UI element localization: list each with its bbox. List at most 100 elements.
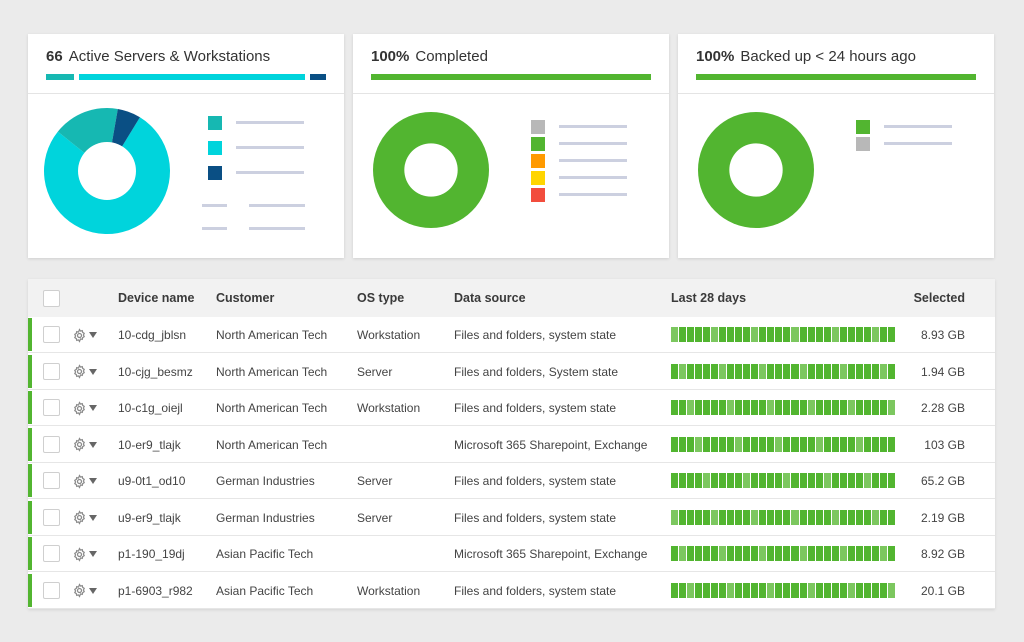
- history-day-cell: [831, 582, 839, 598]
- history-day-cell: [855, 363, 863, 379]
- selected-size-cell: 103 GB: [924, 437, 965, 452]
- row-checkbox[interactable]: [43, 545, 60, 562]
- history-day-cell: [767, 473, 775, 488]
- device-name-cell[interactable]: p1-6903_r982: [118, 583, 193, 598]
- history-day-cell: [855, 546, 863, 561]
- history-day-cell: [815, 327, 823, 342]
- data-source-cell: Microsoft 365 Sharepoint, Exchange: [454, 437, 648, 452]
- caret-down-icon: [89, 441, 97, 448]
- history-day-cell: [791, 473, 799, 488]
- legend-label-placeholder: [236, 121, 304, 124]
- history-day-cell: [783, 436, 791, 452]
- history-day-cell: [679, 582, 687, 598]
- row-actions-menu[interactable]: [72, 400, 102, 416]
- row-actions-menu[interactable]: [72, 327, 102, 343]
- row-actions-menu[interactable]: [72, 510, 102, 526]
- device-count: 66: [46, 48, 63, 65]
- table-row[interactable]: 10-c1g_oiejl North American Tech Worksta…: [28, 390, 995, 426]
- row-actions-menu[interactable]: [72, 473, 102, 489]
- row-actions-menu[interactable]: [72, 364, 102, 380]
- history-day-cell: [847, 363, 855, 379]
- row-checkbox[interactable]: [43, 326, 60, 343]
- device-name-cell[interactable]: p1-190_19dj: [118, 547, 185, 561]
- row-checkbox[interactable]: [43, 362, 60, 380]
- legend-item: [208, 139, 304, 156]
- gear-icon: [74, 510, 85, 525]
- row-actions-menu[interactable]: [72, 437, 102, 453]
- history-day-cell: [783, 327, 791, 342]
- device-name-cell[interactable]: 10-cjg_besmz: [118, 364, 193, 379]
- history-day-cell: [839, 582, 847, 598]
- device-name-cell[interactable]: 10-c1g_oiejl: [118, 401, 183, 415]
- completed-progress-bar: [371, 74, 651, 80]
- column-header-os-type[interactable]: OS type: [357, 291, 405, 305]
- legend-swatch: [208, 165, 222, 180]
- caret-down-icon: [89, 478, 97, 484]
- device-name-cell[interactable]: 10-cdg_jblsn: [118, 328, 187, 342]
- history-day-cell: [863, 546, 871, 561]
- history-day-cell: [783, 546, 791, 561]
- history-day-cell: [711, 582, 719, 598]
- column-header-device-name[interactable]: Device name: [118, 291, 195, 305]
- row-checkbox[interactable]: [43, 399, 60, 416]
- caret-down-icon: [89, 368, 97, 375]
- history-day-cell: [855, 327, 863, 342]
- history-day-cell: [759, 546, 767, 561]
- summary-card-backed-up: 100% Backed up < 24 hours ago: [678, 34, 994, 258]
- data-source-cell: Files and folders, system state: [454, 583, 617, 598]
- table-row[interactable]: u9-0t1_od10 German Industries Server Fil…: [28, 463, 995, 499]
- table-row[interactable]: u9-er9_tlajk German Industries Server Fi…: [28, 500, 995, 536]
- history-day-cell: [719, 327, 727, 342]
- history-day-cell: [671, 363, 679, 379]
- history-day-cell: [751, 327, 759, 342]
- customer-cell: North American Tech: [216, 328, 328, 342]
- status-indicator: [28, 427, 32, 461]
- device-name-cell[interactable]: u9-0t1_od10: [118, 474, 186, 488]
- legend-label-placeholder: [559, 125, 627, 128]
- column-header-selected[interactable]: Selected: [913, 291, 965, 305]
- row-checkbox[interactable]: [43, 581, 60, 599]
- device-name-cell[interactable]: u9-er9_tlajk: [118, 510, 181, 525]
- row-checkbox[interactable]: [43, 472, 60, 489]
- history-day-cell: [831, 363, 839, 379]
- table-row[interactable]: p1-190_19dj Asian Pacific Tech Microsoft…: [28, 536, 995, 572]
- card-title: 100% Completed: [371, 48, 488, 65]
- column-header-data-source[interactable]: Data source: [454, 291, 526, 305]
- device-name-cell[interactable]: 10-er9_tlajk: [118, 437, 181, 452]
- history-day-cell: [767, 327, 775, 342]
- history-day-cell: [807, 363, 815, 379]
- table-row[interactable]: p1-6903_r982 Asian Pacific Tech Workstat…: [28, 573, 995, 609]
- customer-cell: North American Tech: [216, 364, 328, 379]
- table-row[interactable]: 10-er9_tlajk North American Tech Microso…: [28, 427, 995, 463]
- os-type-cell: Server: [357, 474, 393, 488]
- backup-history-bar: [671, 582, 895, 598]
- table-row[interactable]: 10-cdg_jblsn North American Tech Worksta…: [28, 317, 995, 353]
- row-actions-menu[interactable]: [72, 546, 102, 562]
- row-actions-menu[interactable]: [72, 583, 102, 599]
- select-all-checkbox[interactable]: [43, 290, 60, 307]
- legend-item: [208, 114, 304, 131]
- history-day-cell: [735, 327, 743, 342]
- history-day-cell: [799, 582, 807, 598]
- gear-icon: [74, 583, 85, 598]
- legend-label-placeholder: [559, 176, 627, 179]
- table-row[interactable]: 10-cjg_besmz North American Tech Server …: [28, 354, 995, 390]
- column-header-customer[interactable]: Customer: [216, 291, 275, 305]
- history-day-cell: [847, 473, 855, 488]
- history-day-cell: [719, 473, 727, 488]
- history-day-cell: [783, 363, 791, 379]
- column-header-last-28-days[interactable]: Last 28 days: [671, 291, 747, 305]
- history-day-cell: [767, 400, 775, 415]
- history-day-cell: [871, 473, 879, 488]
- gear-icon: [74, 473, 85, 489]
- legend-item: [531, 169, 627, 186]
- data-source-cell: Microsoft 365 Sharepoint, Exchange: [454, 547, 648, 561]
- row-checkbox[interactable]: [43, 508, 60, 526]
- history-day-cell: [679, 473, 687, 488]
- devices-table: Device name Customer OS type Data source…: [28, 279, 995, 609]
- history-day-cell: [879, 546, 887, 561]
- selected-size-cell: 1.94 GB: [920, 364, 965, 379]
- history-day-cell: [871, 400, 879, 415]
- history-day-cell: [807, 436, 815, 452]
- row-checkbox[interactable]: [43, 435, 60, 453]
